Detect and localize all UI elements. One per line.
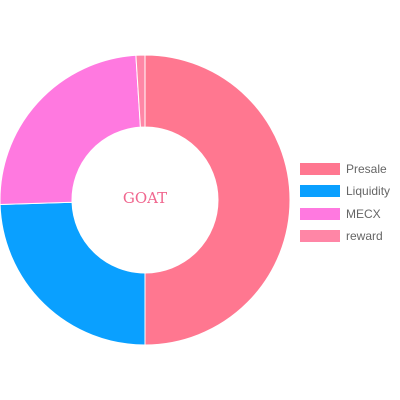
slice-liquidity[interactable] (0, 201, 146, 346)
legend-swatch (300, 230, 340, 243)
slice-reward[interactable] (135, 54, 146, 128)
slice-presale[interactable] (144, 54, 291, 346)
legend: Presale Liquidity MECX reward (300, 158, 398, 247)
center-label: GOAT (122, 189, 168, 207)
legend-label: MECX (346, 206, 381, 221)
legend-swatch (300, 207, 340, 220)
legend-label: Presale (346, 162, 387, 177)
legend-label: reward (346, 229, 383, 244)
donut-slices (0, 54, 291, 346)
legend-item-mecx[interactable]: MECX (300, 203, 398, 225)
legend-swatch (300, 163, 340, 176)
legend-item-reward[interactable]: reward (300, 225, 398, 247)
legend-item-presale[interactable]: Presale (300, 158, 398, 180)
legend-swatch (300, 185, 340, 198)
slice-mecx[interactable] (0, 54, 141, 206)
legend-item-liquidity[interactable]: Liquidity (300, 180, 398, 202)
legend-label: Liquidity (346, 184, 391, 199)
